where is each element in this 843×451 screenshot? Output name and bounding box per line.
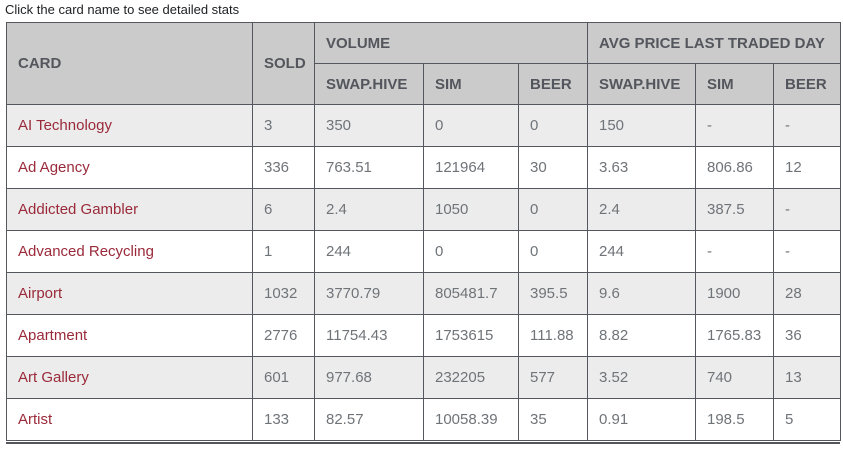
volume-sim-cell: 232205 — [423, 356, 519, 399]
card-link[interactable]: AI Technology — [18, 117, 112, 134]
avg-beer-cell: 28 — [772, 272, 842, 315]
volume-swap-hive-cell: 82.57 — [314, 398, 424, 441]
table-row: Art Gallery 601 977.68 232205 577 3.52 7… — [6, 356, 842, 399]
volume-swap-hive-cell: 2.4 — [314, 188, 424, 231]
avg-beer-cell: - — [772, 188, 842, 231]
avg-sim-cell: 1765.83 — [695, 314, 774, 357]
table-caption: Click the card name to see detailed stat… — [5, 2, 240, 17]
avg-swap-hive-cell: 244 — [587, 230, 696, 273]
sold-cell: 6 — [252, 188, 315, 231]
avg-beer-cell: - — [772, 104, 842, 147]
card-name-cell: Ad Agency — [6, 146, 253, 189]
avg-swap-hive-cell: 0.91 — [587, 398, 696, 441]
col-header-avg-beer: BEER — [772, 63, 842, 105]
avg-swap-hive-cell: 3.52 — [587, 356, 696, 399]
table-row: Advanced Recycling 1 244 0 0 244 - - — [6, 230, 842, 273]
volume-sim-cell: 10058.39 — [423, 398, 519, 441]
sold-cell: 1 — [252, 230, 315, 273]
volume-beer-cell: 577 — [518, 356, 588, 399]
volume-swap-hive-cell: 977.68 — [314, 356, 424, 399]
avg-beer-cell: 12 — [772, 146, 842, 189]
avg-beer-cell: 13 — [772, 356, 842, 399]
volume-beer-cell: 111.88 — [518, 314, 588, 357]
sold-cell: 2776 — [252, 314, 315, 357]
card-name-cell: AI Technology — [6, 104, 253, 147]
avg-sim-cell: 806.86 — [695, 146, 774, 189]
card-name-cell: Art Gallery — [6, 356, 253, 399]
table-body: AI Technology 3 350 0 0 150 - - Ad Agenc… — [6, 104, 842, 441]
sold-cell: 133 — [252, 398, 315, 441]
avg-swap-hive-cell: 3.63 — [587, 146, 696, 189]
volume-swap-hive-cell: 3770.79 — [314, 272, 424, 315]
sold-cell: 601 — [252, 356, 315, 399]
avg-sim-cell: 387.5 — [695, 188, 774, 231]
col-header-card: CARD — [6, 22, 253, 105]
avg-sim-cell: 1900 — [695, 272, 774, 315]
table-header: CARD SOLD VOLUME AVG PRICE LAST TRADED D… — [6, 22, 842, 105]
table-row: Ad Agency 336 763.51 121964 30 3.63 806.… — [6, 146, 842, 189]
avg-swap-hive-cell: 8.82 — [587, 314, 696, 357]
volume-sim-cell: 121964 — [423, 146, 519, 189]
card-link[interactable]: Apartment — [18, 327, 88, 344]
volume-beer-cell: 0 — [518, 188, 588, 231]
card-link[interactable]: Artist — [18, 411, 53, 428]
avg-beer-cell: - — [772, 230, 842, 273]
volume-sim-cell: 1753615 — [423, 314, 519, 357]
volume-sim-cell: 0 — [423, 230, 519, 273]
avg-swap-hive-cell: 2.4 — [587, 188, 696, 231]
sold-cell: 3 — [252, 104, 315, 147]
volume-beer-cell: 395.5 — [518, 272, 588, 315]
col-header-avg-price: AVG PRICE LAST TRADED DAY — [586, 22, 842, 64]
volume-beer-cell: 0 — [518, 230, 588, 273]
volume-swap-hive-cell: 244 — [314, 230, 424, 273]
volume-swap-hive-cell: 350 — [314, 104, 424, 147]
card-name-cell: Apartment — [6, 314, 253, 357]
card-link[interactable]: Art Gallery — [18, 369, 89, 386]
card-link[interactable]: Advanced Recycling — [18, 243, 154, 260]
col-header-volume-beer: BEER — [518, 63, 588, 105]
table-row: AI Technology 3 350 0 0 150 - - — [6, 104, 842, 147]
avg-swap-hive-cell: 150 — [587, 104, 696, 147]
volume-sim-cell: 0 — [423, 104, 519, 147]
table-row: Airport 1032 3770.79 805481.7 395.5 9.6 … — [6, 272, 842, 315]
avg-sim-cell: 198.5 — [695, 398, 774, 441]
col-header-sold: SOLD — [252, 22, 315, 105]
col-header-avg-sim: SIM — [695, 63, 774, 105]
card-name-cell: Airport — [6, 272, 253, 315]
card-name-cell: Advanced Recycling — [6, 230, 253, 273]
avg-beer-cell: 36 — [772, 314, 842, 357]
card-name-cell: Addicted Gambler — [6, 188, 253, 231]
card-name-cell: Artist — [6, 398, 253, 441]
volume-sim-cell: 805481.7 — [423, 272, 519, 315]
col-header-volume: VOLUME — [314, 22, 588, 64]
card-link[interactable]: Addicted Gambler — [18, 201, 139, 218]
sold-cell: 336 — [252, 146, 315, 189]
volume-sim-cell: 1050 — [423, 188, 519, 231]
next-row-partial — [6, 441, 840, 444]
volume-swap-hive-cell: 763.51 — [314, 146, 424, 189]
volume-beer-cell: 30 — [518, 146, 588, 189]
col-header-volume-sim: SIM — [423, 63, 519, 105]
volume-beer-cell: 0 — [518, 104, 588, 147]
volume-swap-hive-cell: 11754.43 — [314, 314, 424, 357]
card-link[interactable]: Ad Agency — [18, 159, 90, 176]
card-stats-table: CARD SOLD VOLUME AVG PRICE LAST TRADED D… — [6, 22, 842, 441]
avg-sim-cell: - — [695, 104, 774, 147]
sold-cell: 1032 — [252, 272, 315, 315]
col-header-volume-swap-hive: SWAP.HIVE — [314, 63, 424, 105]
table-row: Addicted Gambler 6 2.4 1050 0 2.4 387.5 … — [6, 188, 842, 231]
table-row: Artist 133 82.57 10058.39 35 0.91 198.5 … — [6, 398, 842, 441]
card-link[interactable]: Airport — [18, 285, 63, 302]
avg-sim-cell: - — [695, 230, 774, 273]
volume-beer-cell: 35 — [518, 398, 588, 441]
col-header-avg-swap-hive: SWAP.HIVE — [587, 63, 696, 105]
avg-swap-hive-cell: 9.6 — [587, 272, 696, 315]
avg-beer-cell: 5 — [772, 398, 842, 441]
avg-sim-cell: 740 — [695, 356, 774, 399]
table-row: Apartment 2776 11754.43 1753615 111.88 8… — [6, 314, 842, 357]
